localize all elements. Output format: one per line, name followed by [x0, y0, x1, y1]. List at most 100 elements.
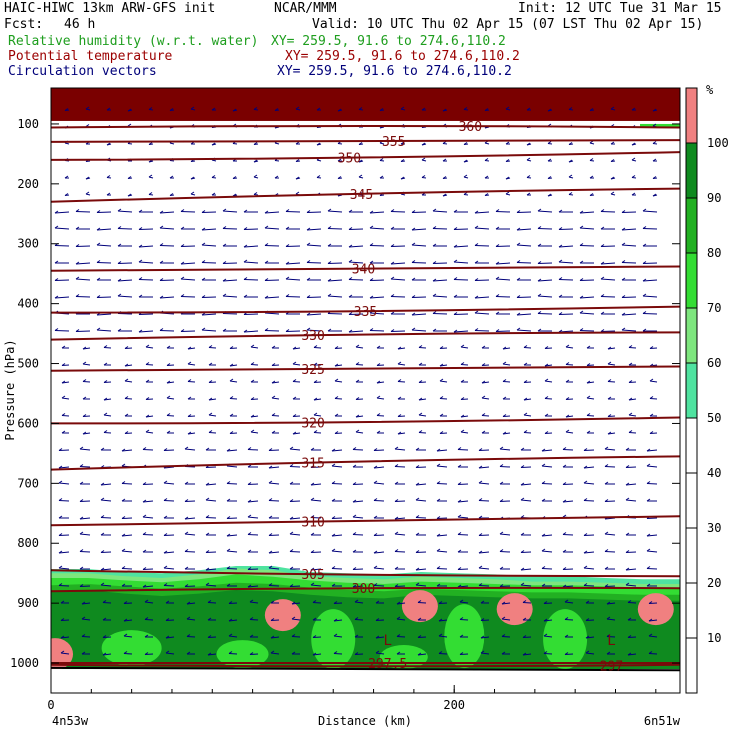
wind-vector: [100, 567, 112, 571]
wind-vector: [85, 191, 91, 196]
wind-vector: [306, 227, 322, 231]
low-marker-0: L: [383, 633, 391, 649]
wind-vector: [652, 158, 657, 162]
wind-vector: [211, 107, 216, 111]
wind-vector: [313, 380, 322, 383]
wind-vector: [232, 108, 238, 112]
wind-vector: [505, 176, 511, 180]
wind-vector: [478, 465, 490, 469]
wind-vector: [649, 378, 658, 383]
wind-vector: [649, 346, 658, 349]
wind-vector: [480, 635, 490, 639]
wind-vector: [600, 226, 615, 230]
wind-vector: [348, 227, 364, 230]
wind-vector: [285, 209, 301, 213]
theta-label-360: 360: [459, 120, 482, 135]
wind-vector: [180, 329, 196, 332]
wind-vector: [621, 260, 637, 264]
wind-vector: [82, 414, 91, 417]
wind-vector: [117, 208, 133, 213]
wind-vector: [327, 243, 342, 247]
wind-vector: [474, 243, 490, 247]
wind-vector: [501, 651, 510, 655]
wind-vector: [270, 635, 280, 639]
wind-vector: [285, 261, 301, 265]
wind-vector: [495, 261, 511, 265]
wind-vector: [334, 396, 343, 400]
wind-vector: [187, 431, 196, 435]
wind-vector: [564, 652, 574, 655]
theta-contour-315: [51, 455, 680, 471]
wind-vector: [291, 651, 300, 655]
wind-vector: [646, 548, 658, 553]
wind-vector: [604, 566, 615, 570]
wind-vector: [627, 617, 636, 621]
wind-vector: [565, 362, 574, 366]
wind-vector: [121, 533, 133, 537]
wind-vector: [331, 516, 343, 519]
wind-vector: [544, 431, 553, 434]
wind-vector: [453, 294, 468, 298]
wind-vector: [421, 157, 427, 162]
wind-vector: [459, 599, 469, 604]
wind-vector: [163, 448, 175, 451]
wind-vector: [417, 600, 427, 604]
wind-vector: [201, 312, 217, 316]
wind-vector: [432, 328, 447, 332]
y-tick-label-500: 500: [17, 357, 39, 371]
wind-vector: [222, 208, 238, 213]
wind-vector: [148, 174, 154, 179]
rh-saturated-pocket-1: [401, 590, 438, 623]
wind-vector: [310, 465, 322, 468]
wind-vector: [432, 261, 448, 264]
wind-vector: [373, 448, 385, 451]
wind-vector: [621, 312, 637, 316]
wind-vector: [169, 175, 174, 179]
wind-vector: [606, 601, 616, 605]
wind-vector: [516, 260, 532, 264]
wind-vector: [495, 209, 511, 213]
wind-vector: [355, 397, 364, 400]
wind-vector: [222, 293, 238, 298]
wind-vector: [376, 380, 385, 384]
wind-vector: [163, 515, 174, 519]
wind-vector: [250, 414, 259, 418]
wind-vector: [222, 261, 238, 264]
wind-vector: [117, 243, 132, 247]
wind-vector: [264, 260, 279, 264]
wind-vector: [481, 413, 490, 417]
wind-vector: [250, 362, 259, 366]
wind-vector: [247, 584, 259, 588]
wind-vector: [586, 380, 595, 384]
wind-vector: [337, 108, 343, 112]
wind-vector: [418, 430, 427, 434]
wind-vector: [586, 345, 594, 349]
wind-vector: [568, 142, 574, 145]
wind-vector: [585, 650, 595, 655]
theta-label-355: 355: [382, 135, 405, 150]
wind-vector: [478, 515, 489, 519]
wind-vector: [390, 276, 406, 281]
wind-vector: [295, 159, 301, 162]
wind-vector: [229, 431, 238, 434]
wind-vector: [579, 210, 595, 214]
wind-vector: [331, 498, 342, 502]
wind-vector: [610, 141, 615, 145]
wind-vector: [61, 413, 70, 417]
wind-vector: [75, 294, 91, 298]
wind-vector: [565, 397, 574, 400]
wind-vector: [208, 345, 217, 349]
wind-vector: [268, 515, 279, 519]
wind-vector: [499, 464, 511, 468]
wind-vector: [369, 225, 385, 230]
wind-vector: [415, 532, 426, 536]
wind-vector: [646, 463, 658, 468]
wind-vector: [289, 464, 301, 468]
wind-vector: [102, 600, 112, 604]
wind-vector: [205, 582, 217, 587]
wind-vector: [229, 396, 238, 400]
wind-vector: [316, 175, 322, 179]
wind-vector: [628, 345, 637, 349]
wind-vector: [306, 260, 322, 264]
wind-vector: [205, 447, 216, 451]
